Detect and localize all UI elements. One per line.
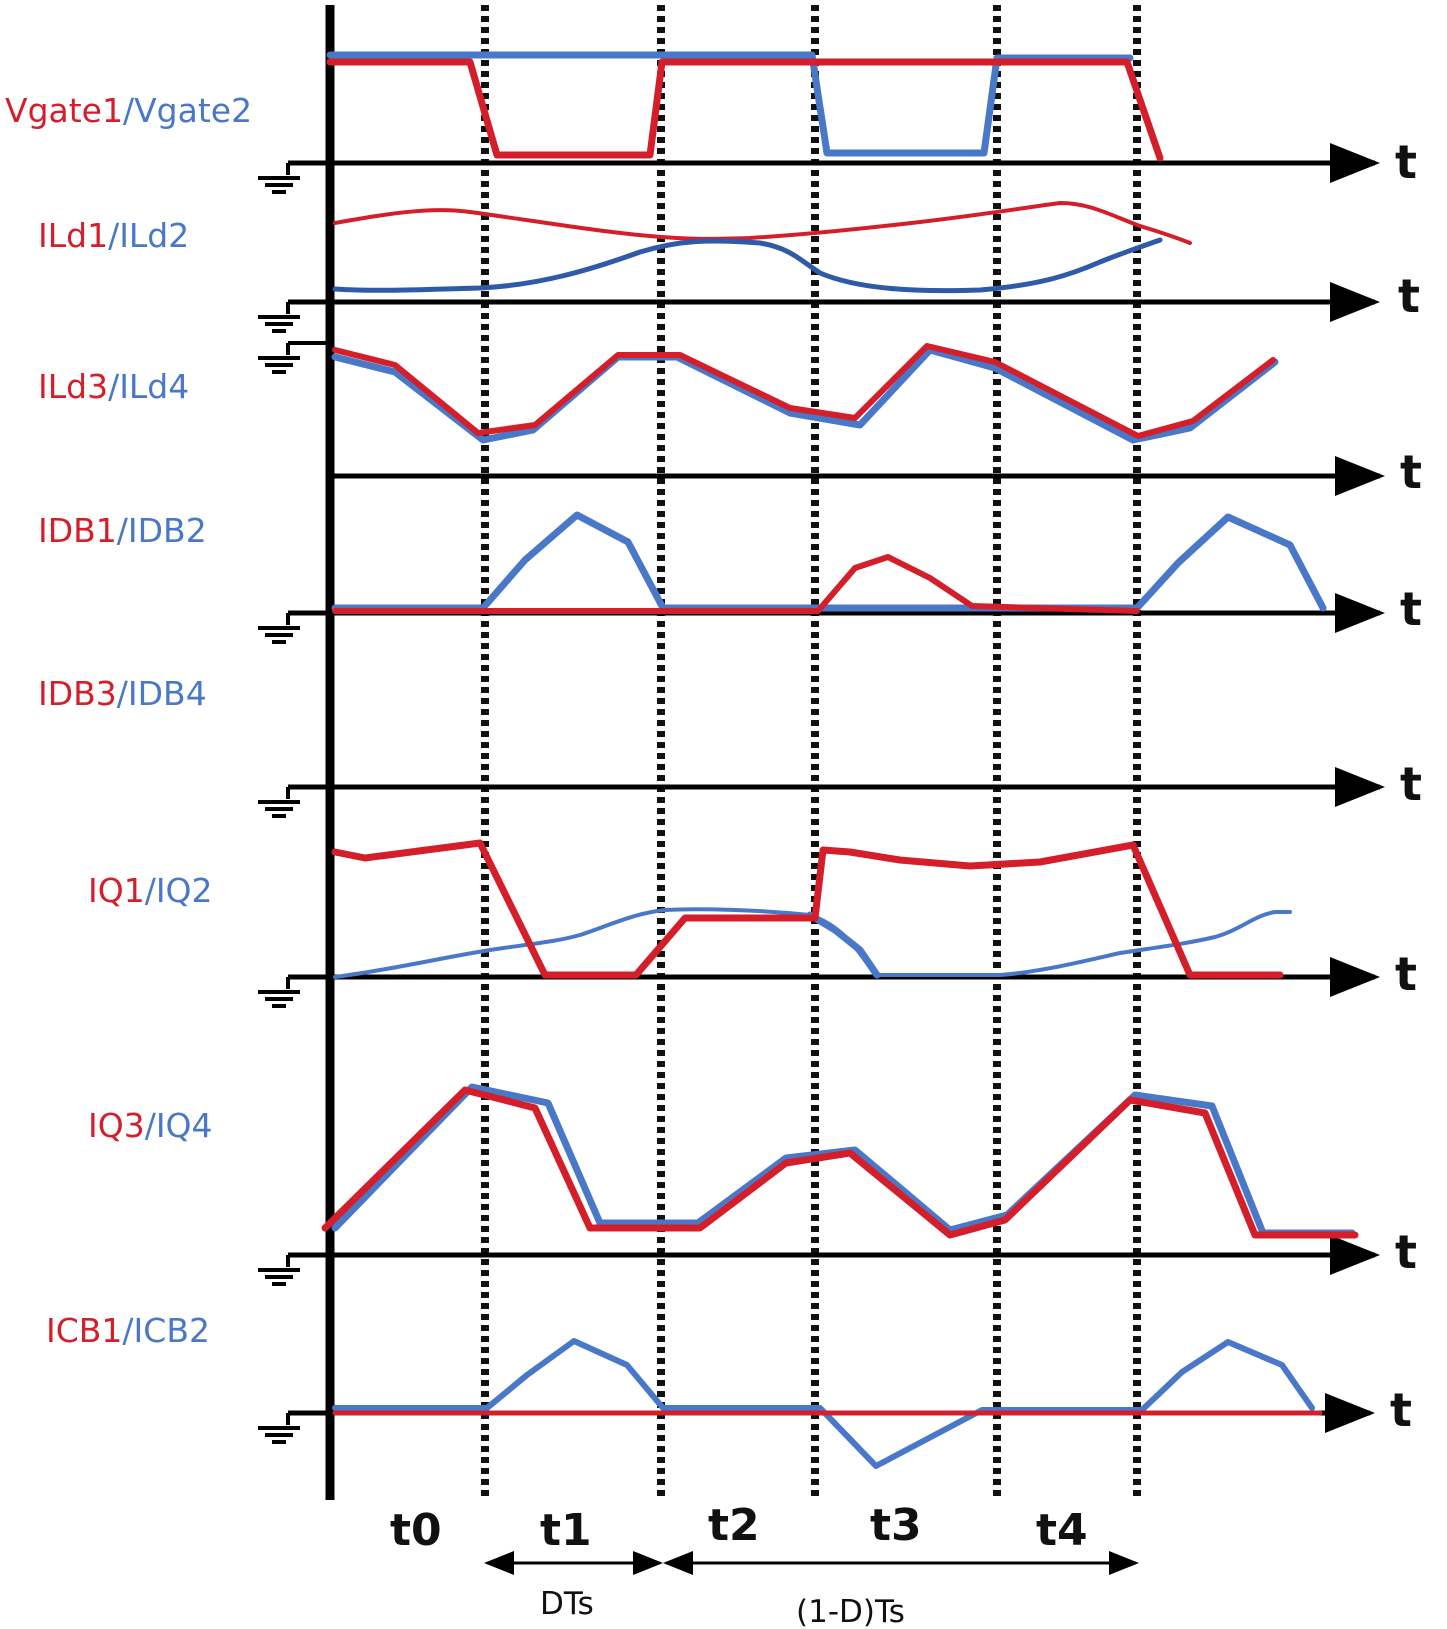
label-idb12-blue: IDB2 bbox=[128, 511, 207, 550]
label-iq12-red: IQ1 bbox=[88, 871, 145, 910]
label-idb34-sep: / bbox=[117, 674, 129, 713]
ground-icon bbox=[258, 302, 300, 333]
label-ild34: ILd3/ILd4 bbox=[38, 367, 189, 406]
label-gate: Vgate1/Vgate2 bbox=[5, 91, 252, 130]
wave-ild1 bbox=[333, 201, 1192, 245]
label-ild34-blue: ILd4 bbox=[119, 367, 189, 406]
t-axis-label: t bbox=[1390, 1383, 1412, 1437]
ground-icon bbox=[258, 613, 300, 644]
label-idb34-blue: IDB4 bbox=[128, 674, 207, 713]
label-ild34-sep: / bbox=[108, 367, 120, 406]
wave-icb2 bbox=[332, 1338, 1315, 1469]
t-axis-label: t bbox=[1400, 445, 1422, 499]
wave-iq1 bbox=[331, 839, 1284, 979]
interval-t4: t4 bbox=[1036, 1505, 1088, 1556]
t-axis-label: t bbox=[1395, 135, 1417, 189]
off-duration-label: (1-D)Ts bbox=[796, 1594, 905, 1629]
t-axis-label: t bbox=[1400, 582, 1422, 636]
label-iq34: IQ3/IQ4 bbox=[88, 1106, 213, 1145]
label-iq34-blue: IQ4 bbox=[156, 1106, 213, 1145]
ground-icon bbox=[258, 787, 300, 818]
ground-icon bbox=[258, 977, 300, 1008]
t-axis-label: t bbox=[1395, 947, 1417, 1001]
wave-idb1 bbox=[332, 554, 1140, 614]
ground-icon bbox=[258, 163, 300, 194]
interval-t1: t1 bbox=[540, 1505, 592, 1556]
t-labels: t t t t t t t t bbox=[1390, 135, 1422, 1437]
ground-icon bbox=[258, 1413, 300, 1444]
label-iq12: IQ1/IQ2 bbox=[88, 871, 213, 910]
wave-iq3 bbox=[321, 1086, 1359, 1239]
wave-ild4 bbox=[331, 346, 1279, 444]
label-gate-blue: Vgate2 bbox=[134, 91, 252, 130]
ground-symbols bbox=[258, 163, 330, 1444]
wave-iq2-bold bbox=[806, 911, 881, 979]
label-iq34-red: IQ3 bbox=[88, 1106, 145, 1145]
label-icb12-sep: / bbox=[122, 1311, 134, 1350]
t-axis-label: t bbox=[1395, 1225, 1417, 1279]
wave-ild2 bbox=[332, 237, 1163, 294]
wave-vgate2 bbox=[326, 51, 1134, 157]
duty-duration-label: DTs bbox=[540, 1586, 594, 1622]
ground-icon bbox=[258, 341, 330, 374]
label-icb12-blue: ICB2 bbox=[134, 1311, 210, 1350]
wave-ild3 bbox=[332, 343, 1276, 439]
t-axis-label: t bbox=[1398, 269, 1420, 323]
ground-icon bbox=[258, 1255, 300, 1286]
label-idb34: IDB3/IDB4 bbox=[38, 674, 207, 713]
signal-labels: Vgate1/Vgate2 ILd1/ILd2 ILd3/ILd4 IDB1/I… bbox=[5, 91, 252, 1350]
wave-iq4 bbox=[331, 1083, 1356, 1237]
label-idb12: IDB1/IDB2 bbox=[38, 511, 207, 550]
wave-vgate1 bbox=[326, 58, 1164, 162]
label-idb34-red: IDB3 bbox=[38, 674, 117, 713]
t-axis-label: t bbox=[1400, 757, 1422, 811]
label-ild12-blue: ILd2 bbox=[119, 216, 189, 255]
label-ild34-red: ILd3 bbox=[38, 367, 108, 406]
interval-t3: t3 bbox=[870, 1500, 922, 1551]
label-gate-sep: / bbox=[123, 91, 135, 130]
interval-labels: t0 t1 t2 t3 t4 bbox=[390, 1500, 1088, 1556]
label-idb12-red: IDB1 bbox=[38, 511, 117, 550]
label-ild12: ILd1/ILd2 bbox=[38, 216, 189, 255]
label-iq12-sep: / bbox=[145, 871, 157, 910]
label-iq12-blue: IQ2 bbox=[156, 871, 213, 910]
label-ild12-red: ILd1 bbox=[38, 216, 108, 255]
interval-boundaries bbox=[481, 5, 1141, 1500]
time-axes bbox=[288, 143, 1385, 1433]
waveforms bbox=[321, 51, 1359, 1469]
label-gate-red: Vgate1 bbox=[5, 91, 123, 130]
label-icb12: ICB1/ICB2 bbox=[46, 1311, 210, 1350]
label-idb12-sep: / bbox=[117, 511, 129, 550]
label-ild12-sep: / bbox=[108, 216, 120, 255]
label-icb12-red: ICB1 bbox=[46, 1311, 122, 1350]
label-iq34-sep: / bbox=[145, 1106, 157, 1145]
interval-t2: t2 bbox=[708, 1500, 760, 1551]
interval-t0: t0 bbox=[390, 1505, 442, 1556]
